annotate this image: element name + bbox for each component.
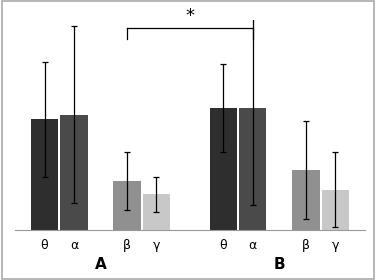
- Bar: [321, 190, 349, 230]
- Text: B: B: [273, 257, 285, 272]
- Text: *: *: [185, 7, 194, 25]
- Text: γ: γ: [332, 239, 339, 252]
- Text: α: α: [249, 239, 257, 252]
- Text: α: α: [70, 239, 78, 252]
- Bar: [239, 108, 267, 230]
- Text: A: A: [95, 257, 106, 272]
- Bar: [209, 108, 237, 230]
- Bar: [143, 194, 170, 230]
- Bar: [113, 181, 141, 230]
- Bar: [60, 115, 88, 230]
- Bar: [292, 170, 320, 230]
- Text: γ: γ: [153, 239, 160, 252]
- Text: β: β: [123, 239, 131, 252]
- Text: β: β: [302, 239, 310, 252]
- Bar: [31, 119, 58, 230]
- Text: θ: θ: [220, 239, 227, 252]
- Text: θ: θ: [41, 239, 49, 252]
